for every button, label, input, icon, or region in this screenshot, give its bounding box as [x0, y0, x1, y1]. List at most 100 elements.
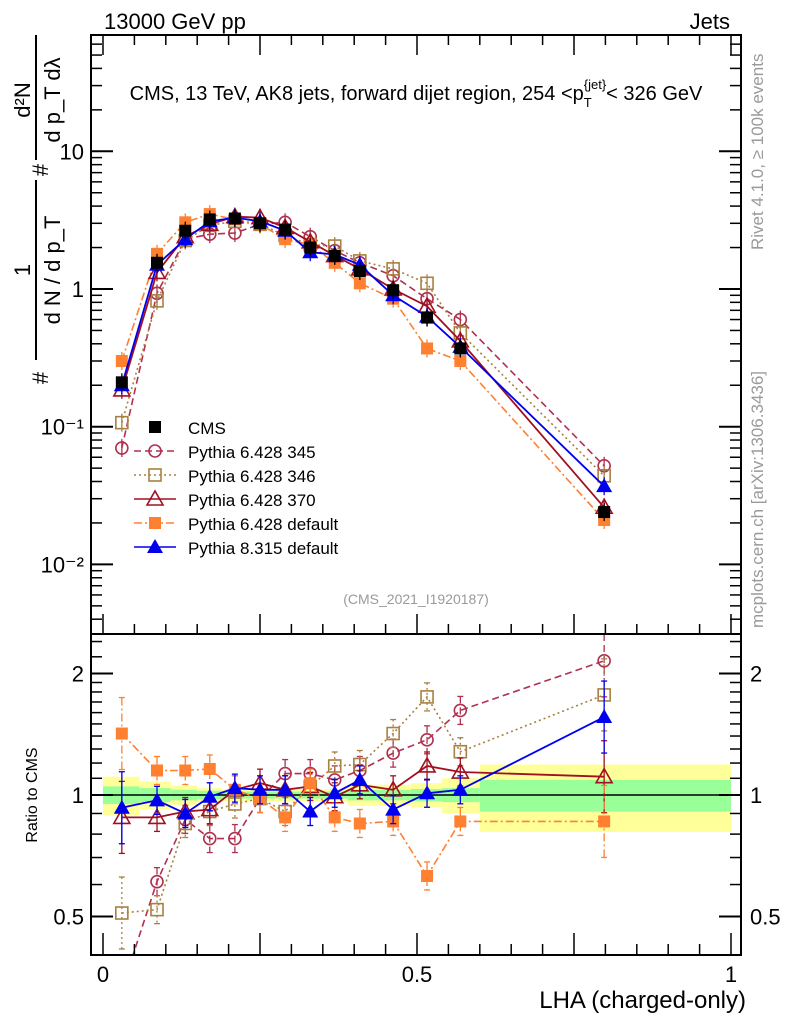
ratio-data-point [113, 799, 130, 814]
ratio-data-point [151, 764, 164, 777]
ratio-data-point [203, 762, 216, 775]
svg-text:#: # [28, 163, 53, 176]
ratio-data-point [147, 807, 167, 825]
data-point [203, 213, 216, 226]
legend-marker-icon [145, 489, 165, 506]
data-point [598, 506, 611, 519]
legend-label: Pythia 8.315 default [188, 539, 339, 558]
ratio-data-point [150, 902, 164, 917]
ratio-data-point [385, 801, 402, 816]
xtick-label: 1 [725, 962, 737, 987]
data-point [386, 262, 400, 276]
legend-item: Pythia 8.315 default [134, 539, 339, 558]
data-point [279, 223, 292, 236]
data-point [254, 217, 266, 230]
legend-item: Pythia 6.428 default [134, 515, 339, 534]
data-point [115, 376, 128, 389]
ylabel-numerator-1: 1 [10, 264, 35, 276]
ratio-data-point [202, 831, 217, 846]
legend-item: Pythia 6.428 346 [134, 467, 316, 486]
ratio-data-point [452, 781, 469, 796]
series-line [120, 215, 605, 508]
x-axis-label: LHA (charged-only) [539, 987, 746, 1014]
ratio-data-point [326, 785, 343, 800]
main-ytick-label: 10⁻² [41, 552, 84, 577]
header-category-label: Jets [690, 9, 730, 34]
ratio-data-point [200, 800, 220, 817]
ratio-data-point [149, 792, 166, 807]
analysis-watermark: (CMS_2021_I1920187) [343, 591, 489, 607]
series-cms [115, 209, 611, 522]
mcplots-label: mcplots.cern.ch [arXiv:1306.3436] [748, 371, 767, 628]
data-point [353, 277, 366, 290]
data-point [454, 342, 467, 355]
ratio-data-point [201, 788, 218, 803]
ratio-data-point [327, 759, 342, 773]
ratio-y-axis-label: Ratio to CMS [24, 747, 41, 842]
ratio-data-point [417, 756, 437, 773]
ratio-data-point [228, 831, 242, 846]
header-collision-label: 13000 GeV pp [104, 9, 246, 34]
ratio-data-point [594, 767, 614, 784]
ratio-ytick-label-right: 2 [750, 662, 762, 687]
main-ytick-label: 10 [60, 139, 84, 164]
ratio-data-point [115, 906, 129, 920]
main-y-axis-label: 1 d N / d p_T # d²N d p_T dλ # [10, 35, 65, 384]
main-ytick-label: 1 [72, 277, 84, 302]
data-point [151, 256, 164, 269]
ratio-data-point [597, 654, 611, 668]
legend-label: Pythia 6.428 346 [188, 467, 316, 486]
rivet-version-label: Rivet 4.1.0, ≥ 100k events [748, 54, 767, 250]
main-title: CMS, 13 TeV, AK8 jets, forward dijet reg… [130, 77, 703, 110]
ratio-ytick-label-right: 0.5 [750, 905, 781, 930]
data-point [150, 294, 164, 308]
ratio-data-point [302, 803, 319, 818]
ratio-data-point [353, 817, 366, 830]
ratio-data-point [420, 733, 434, 747]
ratio-data-point [328, 811, 341, 824]
legend-marker-icon [148, 468, 162, 482]
ratio-ytick-label-right: 1 [750, 783, 762, 808]
ylabel-numerator-2: d²N [10, 82, 35, 117]
main-panel: 10 1 10⁻¹ 10⁻² CMS, 13 TeV, AK8 jets, forwa… [10, 34, 742, 635]
ratio-ytick-label-left: 2 [72, 662, 84, 687]
data-point [304, 241, 317, 254]
legend-label: CMS [188, 419, 226, 438]
series-line [121, 221, 605, 467]
data-point [115, 415, 129, 430]
ratio-series-line [121, 694, 605, 914]
legend-marker-icon [147, 539, 163, 553]
data-point [454, 355, 467, 368]
data-point [387, 284, 400, 297]
ratio-data-point [351, 771, 368, 786]
legend-item: Pythia 6.428 370 [134, 489, 316, 510]
ratio-data-point [453, 703, 468, 718]
ratio-data-point [277, 781, 294, 796]
data-point [421, 311, 434, 324]
legend-label: Pythia 6.428 345 [188, 443, 316, 462]
ratio-data-point [596, 709, 613, 724]
legend: CMS Pythia 6.428 345 Pythia 6.428 346 Pythi… [134, 419, 339, 558]
ratio-series-layer [112, 633, 614, 955]
ratio-panel: 2 2 1 1 0.5 0.5 0 0.5 1 Ratio to CMS LHA (charge… [24, 633, 781, 1014]
ratio-data-point [598, 815, 611, 828]
data-point [596, 478, 613, 493]
ratio-data-point [177, 805, 194, 820]
ratio-data-point [419, 785, 436, 800]
ratio-data-point [304, 777, 317, 790]
legend-item: CMS [149, 419, 226, 438]
legend-marker-icon [149, 517, 161, 529]
ratio-data-point [179, 764, 192, 777]
legend-marker-icon [148, 444, 162, 458]
legend-label: Pythia 6.428 370 [188, 491, 316, 510]
ratio-data-point [115, 727, 128, 740]
ratio-data-point [421, 869, 434, 882]
data-point [420, 276, 434, 291]
ratio-ytick-label-left: 1 [72, 783, 84, 808]
main-ytick-label: 10⁻¹ [41, 415, 84, 440]
ratio-data-point [150, 874, 164, 889]
ratio-data-point [252, 781, 268, 796]
ylabel-denominator-2: d p_T dλ [40, 57, 65, 142]
ratio-data-point [454, 815, 467, 828]
